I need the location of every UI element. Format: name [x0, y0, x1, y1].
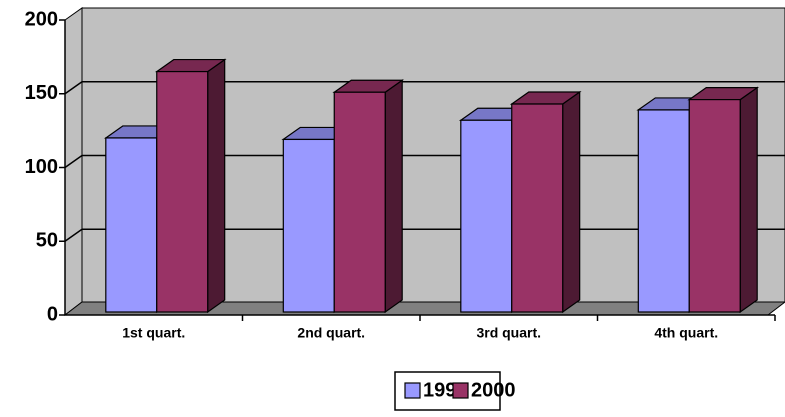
bar — [509, 90, 582, 314]
bar-front — [333, 91, 386, 313]
bar-front — [511, 103, 564, 313]
bar-front — [105, 137, 158, 313]
bar-side — [562, 90, 581, 314]
bar-side — [384, 79, 403, 314]
x-tick-label: 1st quart. — [122, 325, 185, 341]
bar — [154, 58, 227, 314]
legend: 1999 2000 — [394, 371, 516, 411]
bar-front — [460, 119, 513, 313]
legend-swatch — [452, 382, 469, 399]
bar-front — [156, 70, 209, 313]
bar-side — [207, 58, 226, 314]
bar-front — [688, 98, 741, 313]
bar-front — [282, 138, 335, 313]
y-tick-label: 200 — [25, 8, 58, 30]
bar-side — [739, 86, 758, 314]
y-tick-label: 100 — [25, 156, 58, 178]
bars — [103, 58, 760, 314]
x-tick-label: 4th quart. — [654, 325, 718, 341]
y-tick-label: 50 — [36, 230, 58, 252]
x-tick-label: 2nd quart. — [297, 325, 365, 341]
y-tick-label: 150 — [25, 82, 58, 104]
x-tick-label: 3rd quart. — [476, 325, 541, 341]
bar — [332, 79, 405, 314]
bar-front — [637, 109, 690, 313]
y-tick-label: 0 — [47, 303, 58, 325]
axes: 0 50 100 150 200 1st quart. 2nd quart. 3rd quar… — [25, 8, 776, 341]
bar — [687, 86, 760, 314]
grid-line — [64, 81, 785, 95]
legend-label: 2000 — [471, 379, 516, 401]
legend-swatch — [404, 382, 421, 399]
